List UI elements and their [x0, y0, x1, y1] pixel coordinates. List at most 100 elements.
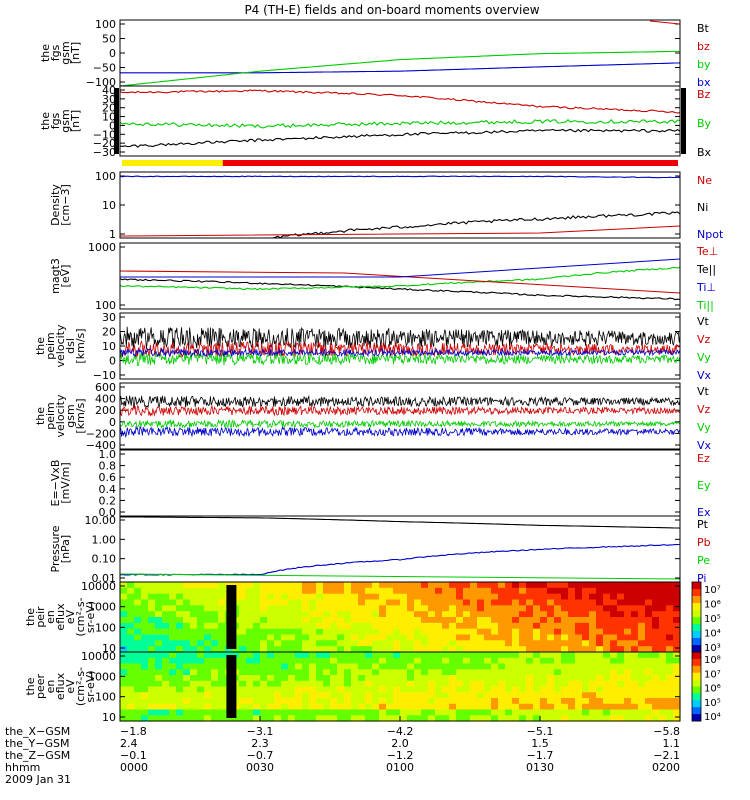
- colorbar-segment: [692, 693, 701, 701]
- spectrogram-cell: [666, 703, 674, 711]
- spectrogram-cell: [358, 628, 366, 636]
- spectrogram-cell: [463, 686, 471, 693]
- spectrogram-cell: [351, 599, 359, 606]
- colorbar-tick-label: 10³: [704, 643, 721, 654]
- spectrogram-cell: [505, 675, 513, 682]
- spectrogram-cell: [666, 593, 674, 601]
- spectrogram-cell: [155, 628, 163, 636]
- spectrogram-cell: [414, 709, 422, 716]
- y-axis-label-line: Pressure: [49, 525, 62, 572]
- spectrogram-cell: [428, 605, 436, 612]
- spectrogram-cell: [288, 675, 296, 682]
- spectrogram-cell: [330, 622, 338, 630]
- spectrogram-cell: [477, 593, 485, 601]
- spectrogram-cell: [239, 617, 247, 624]
- spectrogram-cell: [652, 605, 660, 612]
- spectrogram-cell: [645, 698, 653, 705]
- spectrogram-cell: [176, 652, 184, 659]
- spectrogram-cell: [302, 698, 310, 705]
- x-axis-row-label: hhmm: [5, 761, 40, 774]
- spectrogram-cell: [190, 680, 198, 688]
- spectrogram-cell: [470, 698, 478, 705]
- spectrogram-cell: [204, 640, 212, 647]
- spectrogram-cell: [148, 680, 156, 688]
- spectrogram-cell: [302, 582, 310, 589]
- spectrogram-cell: [526, 686, 534, 693]
- spectrogram-cell: [302, 640, 310, 647]
- spectrogram-cell: [435, 669, 443, 676]
- spectrogram-cell: [442, 628, 450, 636]
- spectrogram-cell: [624, 617, 632, 624]
- spectrogram-cell: [232, 646, 240, 653]
- spectrogram-cell: [239, 698, 247, 705]
- y-axis-label-line: the: [34, 407, 47, 425]
- spectrogram-cell: [491, 680, 499, 688]
- spectrogram-cell: [253, 686, 261, 693]
- spectrogram-cell: [190, 622, 198, 630]
- spectrogram-cell: [148, 587, 156, 595]
- spectrogram-cell: [484, 640, 492, 647]
- spectrogram-cell: [435, 617, 443, 624]
- spectrogram-cell: [449, 611, 457, 618]
- spectrogram-cell: [533, 669, 541, 676]
- x-tick-value: 0030: [246, 761, 274, 774]
- spectrogram-cell: [533, 698, 541, 705]
- spectrogram-cell: [148, 599, 156, 606]
- spectrogram-cell: [344, 680, 352, 688]
- spectrogram-cell: [407, 599, 415, 606]
- spectrogram-cell: [393, 628, 401, 636]
- spectrogram-cell: [407, 680, 415, 688]
- spectrogram-cell: [197, 634, 205, 641]
- y-axis-label-line: peer: [34, 674, 47, 700]
- spectrogram-cell: [267, 634, 275, 641]
- spectrogram-cell: [134, 634, 142, 641]
- spectrogram-cell: [540, 640, 548, 647]
- spectrogram-cell: [358, 652, 366, 659]
- spectrogram-cell: [309, 715, 317, 722]
- spectrogram-cell: [575, 686, 583, 693]
- spectrogram-cell: [288, 698, 296, 705]
- spectrogram-cell: [512, 599, 520, 606]
- spectrogram-cell: [442, 663, 450, 670]
- spectrogram-cell: [554, 657, 562, 665]
- spectrogram-cell: [365, 686, 373, 693]
- spectrogram-cell: [204, 593, 212, 601]
- spectrogram-cell: [232, 715, 240, 722]
- spectrogram-cell: [631, 628, 639, 636]
- spectrogram-cell: [617, 605, 625, 612]
- spectrogram-cell: [372, 605, 380, 612]
- spectrogram-cell: [176, 640, 184, 647]
- spectrogram-cell: [540, 634, 548, 641]
- spectrogram-cell: [120, 686, 128, 693]
- spectrogram-cell: [484, 657, 492, 665]
- spectrogram-cell: [589, 680, 597, 688]
- spectrogram-cell: [526, 680, 534, 688]
- spectrogram-cell: [491, 593, 499, 601]
- spectrogram-cell: [218, 715, 226, 722]
- spectrogram-cell: [666, 652, 674, 659]
- spectrogram-cell: [519, 652, 527, 659]
- spectrogram-cell: [183, 652, 191, 659]
- spectrogram-cell: [183, 640, 191, 647]
- spectrogram-cell: [176, 622, 184, 630]
- spectrogram-cell: [393, 587, 401, 595]
- spectrogram-cell: [148, 698, 156, 705]
- spectrogram-cell: [470, 692, 478, 699]
- spectrogram-cell: [589, 657, 597, 665]
- spectrogram-cell: [456, 715, 464, 722]
- spectrogram-cell: [526, 646, 534, 653]
- spectrogram-cell: [183, 680, 191, 688]
- spectrogram-cell: [141, 692, 149, 699]
- spectrogram-cell: [267, 675, 275, 682]
- spectrogram-cell: [204, 634, 212, 641]
- chart-title: P4 (TH-E) fields and on-board moments ov…: [244, 3, 539, 17]
- spectrogram-cell: [526, 652, 534, 659]
- legend-entry: Vy: [697, 351, 711, 364]
- spectrogram-cell: [141, 652, 149, 659]
- spectrogram-cell: [407, 582, 415, 589]
- spectrogram-cell: [393, 692, 401, 699]
- spectrogram-cell: [218, 692, 226, 699]
- spectrogram-cell: [631, 657, 639, 665]
- y-tick-label: 1: [109, 228, 116, 241]
- spectrogram-cell: [463, 715, 471, 722]
